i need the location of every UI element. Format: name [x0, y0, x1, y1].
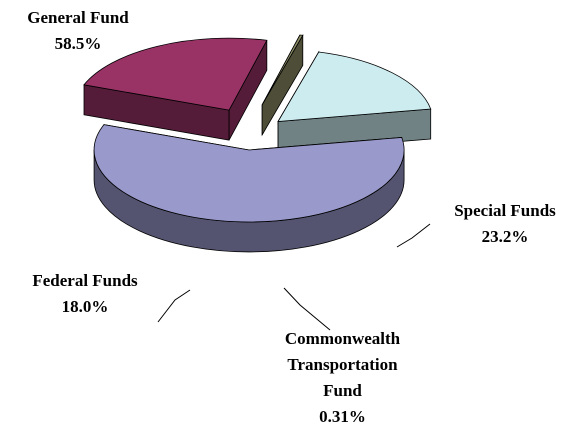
- slice-label: Special Funds 23.2%: [425, 198, 585, 250]
- leader-line: [157, 289, 191, 323]
- category-name: Commonwealth Transportation Fund: [284, 329, 401, 400]
- slice-top: [93, 124, 405, 223]
- slice: [93, 124, 405, 253]
- category-name: General Fund: [27, 8, 129, 27]
- value-label: 23.2%: [481, 227, 529, 246]
- slice-label: Federal Funds 18.0%: [5, 268, 165, 320]
- slice: [261, 33, 304, 137]
- slice-label: General Fund 58.5%: [8, 5, 148, 57]
- slice-top: [261, 34, 304, 106]
- value-label: 58.5%: [54, 34, 102, 53]
- leader-line: [283, 287, 331, 331]
- slice: [83, 37, 268, 141]
- category-name: Federal Funds: [32, 271, 138, 290]
- leader-line: [396, 223, 431, 248]
- slice-top: [83, 37, 268, 111]
- slice-top: [277, 51, 432, 122]
- slice: [277, 50, 432, 153]
- value-label: 18.0%: [61, 297, 109, 316]
- value-label: 0.31%: [319, 407, 366, 426]
- category-name: Special Funds: [454, 201, 556, 220]
- slice-label: Commonwealth Transportation Fund 0.31%: [270, 326, 415, 430]
